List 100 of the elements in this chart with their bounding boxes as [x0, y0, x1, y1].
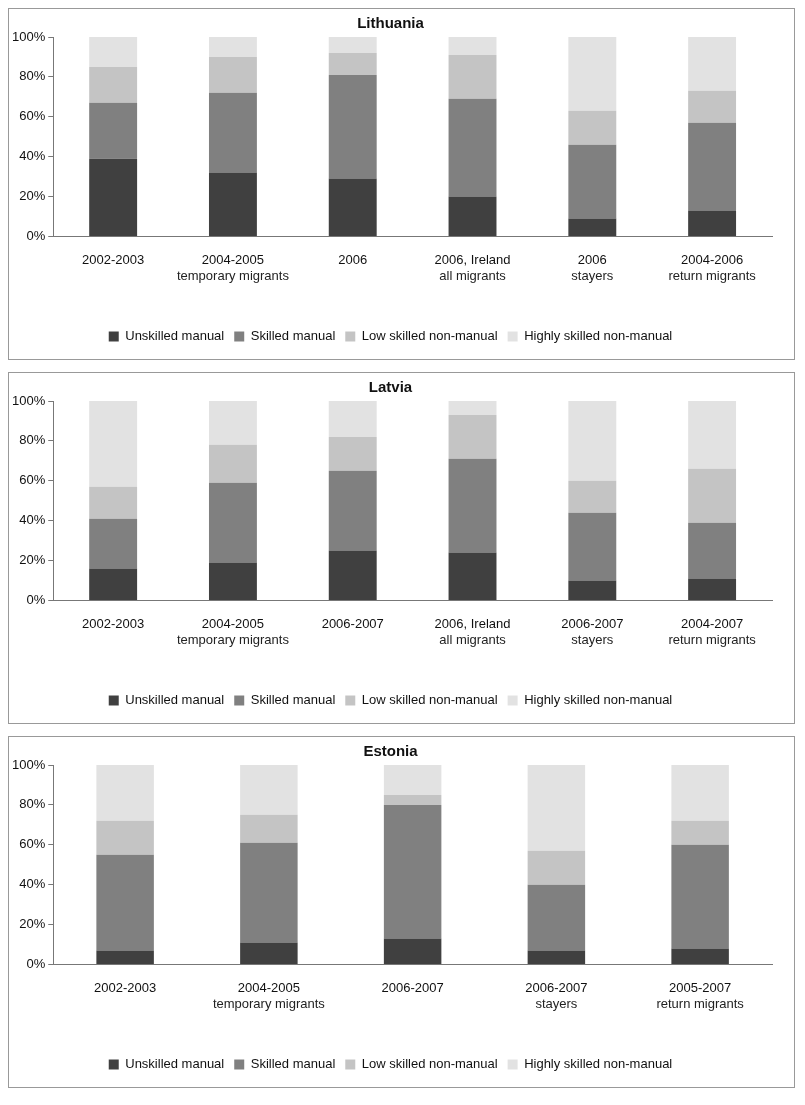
y-tick-label: 40% — [19, 148, 46, 164]
bar — [527, 850, 586, 885]
bar — [240, 814, 298, 843]
legend-label: Unskilled manual — [125, 328, 225, 344]
bar — [671, 844, 729, 949]
bar — [208, 37, 257, 57]
legend-label: Unskilled manual — [125, 1056, 225, 1072]
legend-label: Skilled manual — [250, 328, 336, 344]
bar — [383, 938, 442, 964]
bar — [240, 942, 298, 964]
text: stayers — [571, 632, 614, 648]
x-tick-label: 2004-2006 — [681, 251, 744, 267]
x-tick-label: 2006-2007 — [525, 979, 588, 995]
legend-label: Skilled manual — [250, 1056, 336, 1072]
bar — [383, 804, 442, 939]
bar — [208, 562, 257, 600]
bar — [448, 196, 497, 236]
x-tick-label: 2004-2005 — [201, 251, 265, 267]
bar — [448, 37, 497, 55]
text: temporary migrants — [176, 268, 290, 284]
x-tick-label: 2006, Ireland — [434, 251, 511, 267]
bar — [240, 765, 298, 815]
bar — [328, 470, 377, 551]
bar — [448, 54, 497, 99]
bar — [568, 480, 617, 513]
y-tick-label: 40% — [19, 512, 46, 528]
bar — [328, 74, 377, 179]
legend-label: Highly skilled non-manual — [524, 328, 673, 344]
bar — [89, 66, 138, 103]
x-tick-label: 2006 — [338, 251, 368, 267]
bar — [89, 158, 138, 236]
y-tick-label: 0% — [26, 227, 46, 243]
chart-title: Lithuania — [357, 14, 425, 32]
text: return migrants — [656, 996, 745, 1012]
bar — [383, 794, 442, 805]
bar — [328, 401, 377, 437]
y-tick-label: 0% — [26, 955, 46, 971]
bar — [448, 414, 497, 459]
bar — [448, 458, 497, 553]
x-tick-label: 2006-2007 — [321, 615, 384, 631]
text: return migrants — [668, 268, 757, 284]
bar — [688, 522, 737, 579]
bar — [96, 820, 154, 855]
legend-label: Highly skilled non-manual — [524, 1056, 673, 1072]
x-tick-label: 2002-2003 — [94, 979, 157, 995]
y-tick-label: 100% — [12, 756, 46, 772]
y-tick-label: 100% — [12, 28, 46, 44]
x-tick-label: 2002-2003 — [82, 615, 145, 631]
legend-label: Low skilled non-manual — [361, 328, 498, 344]
bar — [568, 512, 617, 581]
bar — [527, 884, 586, 951]
bar — [527, 950, 586, 964]
y-tick-label: 80% — [19, 796, 46, 812]
text: all migrants — [439, 268, 507, 284]
bar — [208, 482, 257, 563]
bar — [328, 37, 377, 53]
bar — [328, 436, 377, 471]
bar — [688, 210, 737, 236]
bar — [688, 37, 737, 91]
bar — [568, 580, 617, 600]
bar — [208, 444, 257, 483]
bar — [688, 468, 737, 523]
bar — [688, 578, 737, 600]
legend-label: Low skilled non-manual — [361, 692, 498, 708]
bar — [568, 37, 617, 111]
bar — [688, 90, 737, 123]
chart-title: Estonia — [363, 742, 419, 760]
bar — [96, 765, 154, 821]
bar — [448, 552, 497, 600]
text: all migrants — [439, 632, 507, 648]
x-tick-label: 2006 — [577, 251, 607, 267]
y-tick-label: 0% — [26, 591, 46, 607]
bar — [89, 486, 138, 519]
bar — [671, 948, 729, 964]
bar — [208, 172, 257, 236]
text: temporary migrants — [212, 996, 326, 1012]
y-tick-label: 60% — [19, 108, 46, 124]
x-tick-label: 2006-2007 — [381, 979, 444, 995]
bar — [328, 178, 377, 236]
chart-title: Latvia — [368, 378, 413, 396]
bar — [568, 144, 617, 219]
x-tick-label: 2004-2007 — [681, 615, 744, 631]
bar — [240, 842, 298, 943]
x-tick-label: 2004-2005 — [201, 615, 265, 631]
bar — [688, 122, 737, 211]
bar — [383, 765, 442, 795]
text: stayers — [535, 996, 578, 1012]
y-tick-label: 20% — [19, 916, 46, 932]
y-tick-label: 20% — [19, 552, 46, 568]
legend-label: Skilled manual — [250, 692, 336, 708]
text: return migrants — [668, 632, 757, 648]
x-tick-label: 2006, Ireland — [434, 615, 511, 631]
y-tick-label: 80% — [19, 68, 46, 84]
x-tick-label: 2004-2005 — [237, 979, 300, 995]
legend-label: Highly skilled non-manual — [524, 692, 673, 708]
bar — [96, 854, 154, 951]
bar — [568, 110, 617, 145]
bar — [89, 37, 138, 67]
y-tick-label: 60% — [19, 836, 46, 852]
y-tick-label: 60% — [19, 472, 46, 488]
